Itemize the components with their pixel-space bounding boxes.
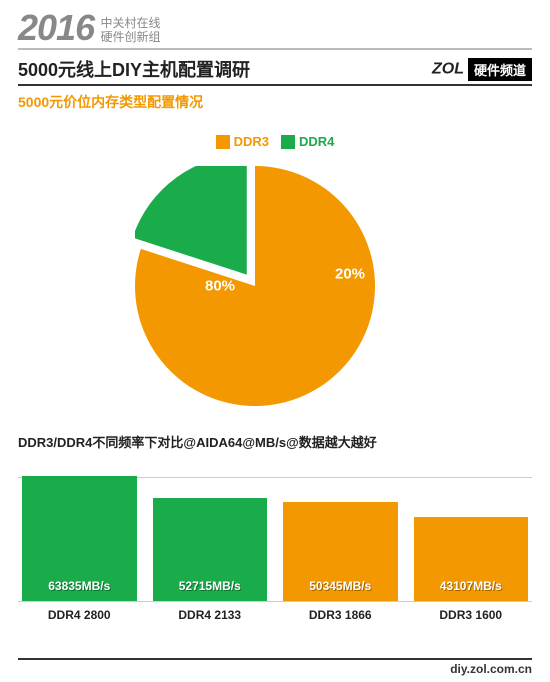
pie-slice-label: 80% — [205, 277, 235, 294]
bar-category-label: DDR4 2133 — [153, 608, 268, 622]
bar-chart-title: DDR3/DDR4不同频率下对比@AIDA64@MB/s@数据越大越好 — [18, 432, 532, 451]
pie-legend: DDR3 DDR4 — [18, 134, 532, 152]
page: 2016 中关村在线 硬件创新组 5000元线上DIY主机配置调研 ZOL 硬件… — [0, 0, 550, 682]
legend-swatch — [281, 135, 295, 149]
header-sub-line2: 硬件创新组 — [101, 30, 161, 44]
legend-item: DDR3 — [216, 134, 269, 149]
footer-url: diy.zol.com.cn — [18, 658, 532, 676]
legend-item: DDR4 — [281, 134, 334, 149]
bar-chart: 63835MB/s 52715MB/s 50345MB/s 43107MB/s — [18, 477, 532, 602]
pie-subtitle: 5000元价位内存类型配置情况 — [18, 92, 532, 112]
brand-zol: ZOL — [432, 60, 464, 77]
header-rule — [18, 48, 532, 50]
header-sub-line1: 中关村在线 — [101, 16, 161, 30]
bar-value-label: 43107MB/s — [414, 579, 529, 593]
brand-box: 硬件频道 — [468, 58, 532, 81]
bar: 50345MB/s — [283, 502, 398, 601]
title-row: 5000元线上DIY主机配置调研 ZOL 硬件频道 — [18, 56, 532, 86]
bar-category-label: DDR3 1866 — [283, 608, 398, 622]
bar-value-label: 50345MB/s — [283, 579, 398, 593]
legend-swatch — [216, 135, 230, 149]
bar-value-label: 52715MB/s — [153, 579, 268, 593]
legend-label: DDR3 — [234, 134, 269, 149]
pie-chart: 80% 20% — [18, 166, 532, 406]
bar-categories: DDR4 2800 DDR4 2133 DDR3 1866 DDR3 1600 — [18, 608, 532, 622]
header: 2016 中关村在线 硬件创新组 — [18, 10, 532, 50]
bar: 43107MB/s — [414, 517, 529, 601]
bar-value-label: 63835MB/s — [22, 579, 137, 593]
bar: 63835MB/s — [22, 476, 137, 601]
bar: 52715MB/s — [153, 498, 268, 601]
page-title: 5000元线上DIY主机配置调研 — [18, 56, 250, 82]
bar-category-label: DDR3 1600 — [414, 608, 529, 622]
brand: ZOL 硬件频道 — [432, 58, 532, 81]
pie-holder: 80% 20% — [135, 166, 415, 406]
legend-label: DDR4 — [299, 134, 334, 149]
pie-svg — [135, 166, 415, 406]
bar-category-label: DDR4 2800 — [22, 608, 137, 622]
pie-slice-label: 20% — [335, 265, 365, 282]
header-subtitle: 中关村在线 硬件创新组 — [101, 16, 161, 45]
header-year: 2016 — [18, 10, 94, 46]
